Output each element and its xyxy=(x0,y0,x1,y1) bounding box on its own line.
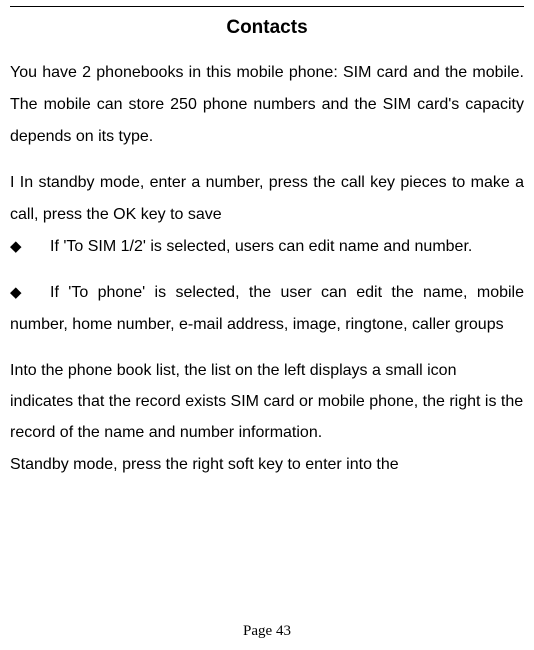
diamond-icon: ◆ xyxy=(10,278,50,308)
paragraph-continue: Standby mode, press the right soft key t… xyxy=(10,449,524,480)
bullet-1-text: If 'To SIM 1/2' is selected, users can e… xyxy=(50,238,472,255)
page-container: Contacts You have 2 phonebooks in this m… xyxy=(0,0,534,650)
paragraph-standby-block: I In standby mode, enter a number, press… xyxy=(10,167,524,263)
paragraph-intro: You have 2 phonebooks in this mobile pho… xyxy=(10,57,524,153)
paragraph-standby-lead: I In standby mode, enter a number, press… xyxy=(10,174,524,223)
paragraph-list-desc-block: Into the phone book list, the list on th… xyxy=(10,355,524,480)
bullet-item-1: ◆If 'To SIM 1/2' is selected, users can … xyxy=(10,231,524,263)
bullet-item-2: ◆If 'To phone' is selected, the user can… xyxy=(10,277,524,341)
diamond-icon: ◆ xyxy=(10,232,50,262)
page-number: Page 43 xyxy=(0,623,534,640)
bullet-2-text: If 'To phone' is selected, the user can … xyxy=(10,284,524,333)
section-title: Contacts xyxy=(10,17,524,39)
paragraph-list-desc: Into the phone book list, the list on th… xyxy=(10,355,524,449)
top-rule xyxy=(10,6,524,7)
